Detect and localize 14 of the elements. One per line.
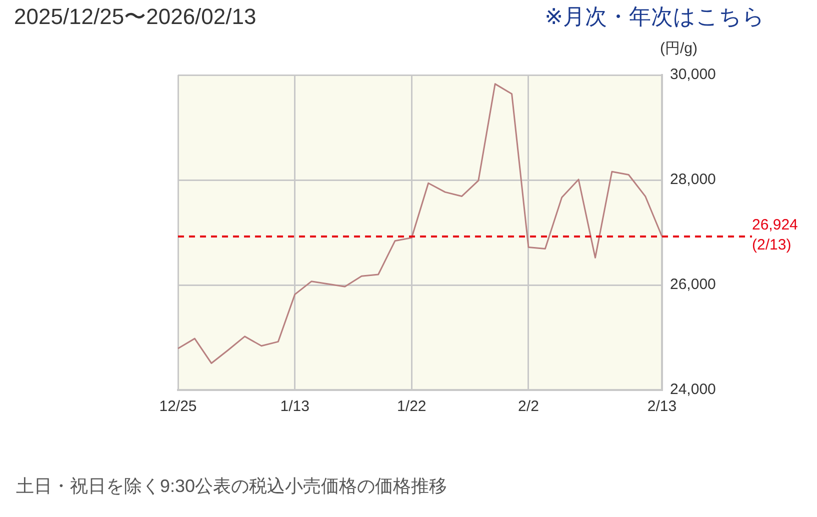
y-axis-title: (円/g) <box>660 40 698 58</box>
ref-line-label: 26,924 (2/13) <box>752 216 798 254</box>
y-tick-label: 30,000 <box>670 66 716 84</box>
x-tick-label: 1/22 <box>397 398 426 416</box>
text: 土日・祝日を除く9:30公表の税込小売価格の価格推移 <box>16 475 448 498</box>
y-tick-label: 28,000 <box>670 171 716 188</box>
y-tick-label: 26,000 <box>670 276 716 294</box>
chart-title: 2025/12/25〜2026/02/13 <box>14 3 256 31</box>
x-tick-label: 2/2 <box>518 398 539 416</box>
x-tick-label: 12/25 <box>159 398 197 416</box>
x-tick-label: 1/13 <box>280 398 310 416</box>
x-tick-label: 2/13 <box>647 398 677 416</box>
chart-subtitle: ※月次・年次はこちら <box>544 3 765 31</box>
y-tick-label: 24,000 <box>670 381 716 398</box>
